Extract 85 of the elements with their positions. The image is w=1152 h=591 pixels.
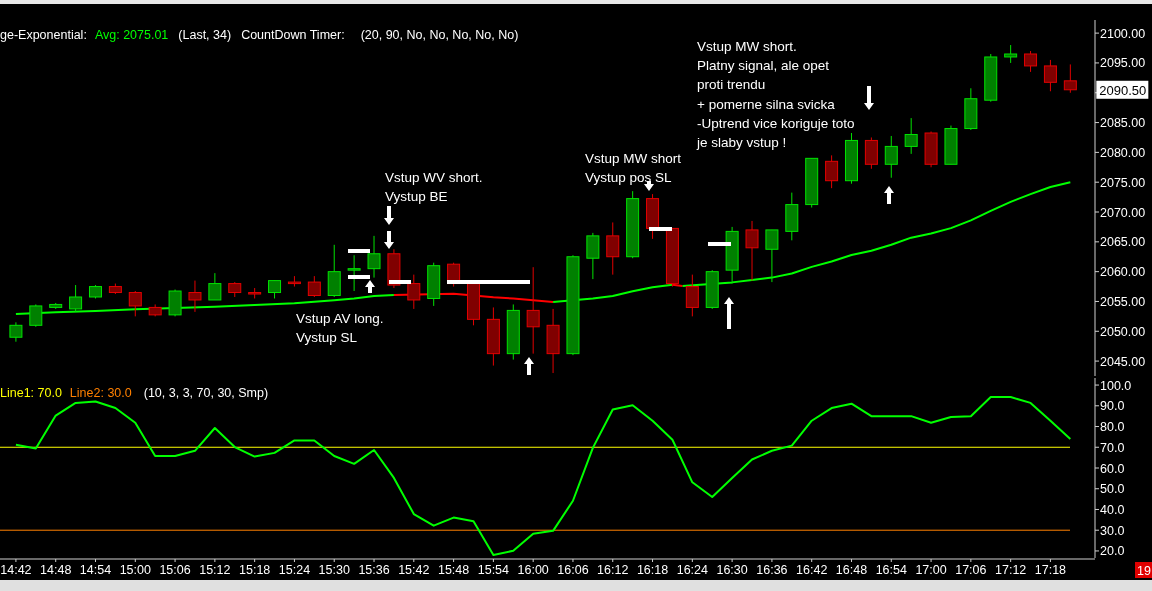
candlestick [685,274,699,317]
annotation: Vstup MW short. Platny signal, ale opet proti trendu + pomerne silna svicka -Uptrend vice koriguje toto je slaby vstup ! [696,39,855,150]
x-tick-label: 16:54 [875,563,907,577]
y-tick-label: 2070.00 [1100,205,1146,220]
x-tick-label: 17:12 [995,563,1027,577]
candlestick [904,117,918,155]
annotation: (20, 90, No, No, No, No, No) [360,28,519,42]
y-tick-label: 2060.00 [1100,265,1146,280]
y-tick-label: 20.0 [1100,544,1125,559]
y-tick-label: 2075.00 [1100,175,1146,190]
y-tick-label: 2055.00 [1100,294,1146,309]
x-tick-label: 15:54 [477,563,510,577]
candlestick [765,229,779,283]
candlestick [69,284,83,313]
x-tick-label: 16:12 [597,563,629,577]
y-tick-label: 60.0 [1100,461,1125,476]
y-tick-label: 2050.00 [1100,324,1146,339]
x-tick-label: 17:00 [915,563,947,577]
x-tick-label: 15:24 [278,563,311,577]
candlestick [327,244,341,298]
y-tick-label: 2085.00 [1100,116,1146,131]
candlestick [9,321,23,343]
text: Avg: 2075.01 [94,28,169,42]
x-tick-label: 16:30 [716,563,748,577]
y-tick-label: 70.0 [1100,440,1125,455]
annotation: (10, 3, 3, 70, 30, Smp) [143,386,269,400]
y-tick-label: 40.0 [1100,502,1125,517]
x-tick-label: 15:30 [318,563,350,577]
x-tick-label: 16:00 [517,563,549,577]
y-tick-label: 2095.00 [1100,56,1146,71]
candlestick [347,254,361,292]
candlestick [1024,50,1038,73]
annotation: CountDown Timer: [241,28,345,42]
annotation: Vstup WV short. Vystup BE [385,170,483,205]
candlestick [188,280,202,313]
candlestick [367,235,381,279]
candlestick [745,220,759,282]
candlestick [526,266,540,355]
annotation: ge-Exponential: [0,28,87,42]
x-tick-label: 16:18 [636,563,669,577]
x-tick-label: 16:36 [756,563,788,577]
x-tick-label: 15:18 [239,563,271,577]
x-tick-label: 15:42 [398,563,430,577]
x-tick-label: 14:48 [40,563,72,577]
x-tick-label: 16:06 [557,563,589,577]
annotation: Vstup AV long. Vystup SL [296,311,384,346]
x-tick-label: 16:48 [835,563,868,577]
x-tick-label: 17:18 [1034,563,1067,577]
y-tick-label: 30.0 [1100,523,1125,538]
y-tick-label: 50.0 [1100,482,1125,497]
x-tick-label: 16:42 [796,563,828,577]
y-tick-label: 80.0 [1100,420,1125,435]
candlestick [586,232,600,280]
y-tick-label: 2100.00 [1100,26,1146,41]
x-tick-label: 14:42 [0,563,32,577]
x-tick-label: 16:24 [676,563,709,577]
text: 19 [1137,564,1151,578]
ref-line-label: Line1: 70.0 [0,386,62,400]
candlestick [825,154,839,189]
x-tick-label: 14:54 [79,563,112,577]
y-tick-label: 2045.00 [1100,354,1146,369]
candlestick [864,136,878,170]
annotation: Vstup MW short Vystup pos SL [585,151,682,186]
x-tick-label: 17:06 [955,563,987,577]
annotation: 2090.50 [1099,82,1147,98]
annotation: (Last, 34) [178,28,232,42]
candlestick [884,135,898,179]
y-tick-label: 90.0 [1100,399,1125,414]
candlestick [128,290,142,317]
x-tick-label: 15:12 [199,563,231,577]
candlestick [1043,59,1057,92]
candlestick [407,274,421,310]
candlestick [208,272,222,301]
x-tick-label: 15:06 [159,563,191,577]
x-tick-label: 15:00 [119,563,151,577]
y-tick-label: 100.0 [1100,378,1132,393]
x-tick-label: 15:48 [437,563,470,577]
candlestick [307,275,321,298]
candlestick [29,303,43,328]
y-tick-label: 2065.00 [1100,235,1146,250]
ref-line-label: Line2: 30.0 [69,386,132,400]
candlestick [1063,63,1077,94]
x-tick-label: 15:36 [358,563,390,577]
candlestick [606,221,620,276]
y-tick-label: 2080.00 [1100,145,1146,160]
